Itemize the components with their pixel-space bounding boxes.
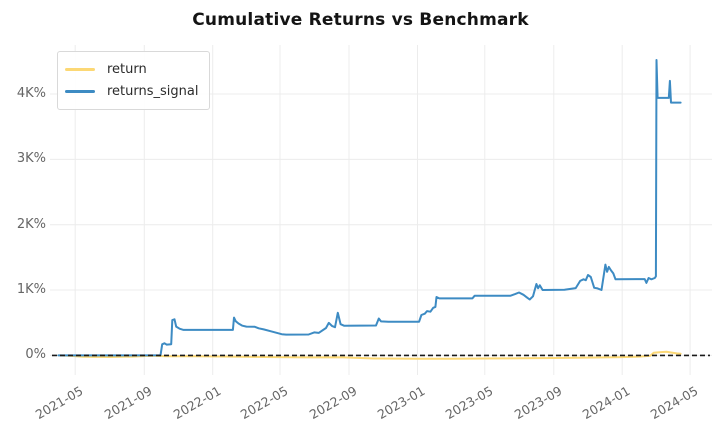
legend: return returns_signal <box>57 51 210 110</box>
legend-line-swatch-icon <box>65 67 95 71</box>
legend-item-label: returns_signal <box>107 83 199 99</box>
series-line-returns_signal <box>57 59 682 357</box>
legend-item: returns_signal <box>65 80 199 102</box>
legend-item-label: return <box>107 61 147 77</box>
chart-title: Cumulative Returns vs Benchmark <box>192 10 529 30</box>
y-axis-tick-label: 1K% <box>16 282 46 298</box>
y-axis-tick-label: 2K% <box>16 216 46 232</box>
y-axis-tick-label: 4K% <box>16 86 46 101</box>
legend-item: return <box>65 58 199 80</box>
legend-line-swatch-icon <box>65 89 95 93</box>
y-axis-tick-label: 3K% <box>16 151 46 167</box>
y-axis-tick-label: 0% <box>25 347 46 363</box>
